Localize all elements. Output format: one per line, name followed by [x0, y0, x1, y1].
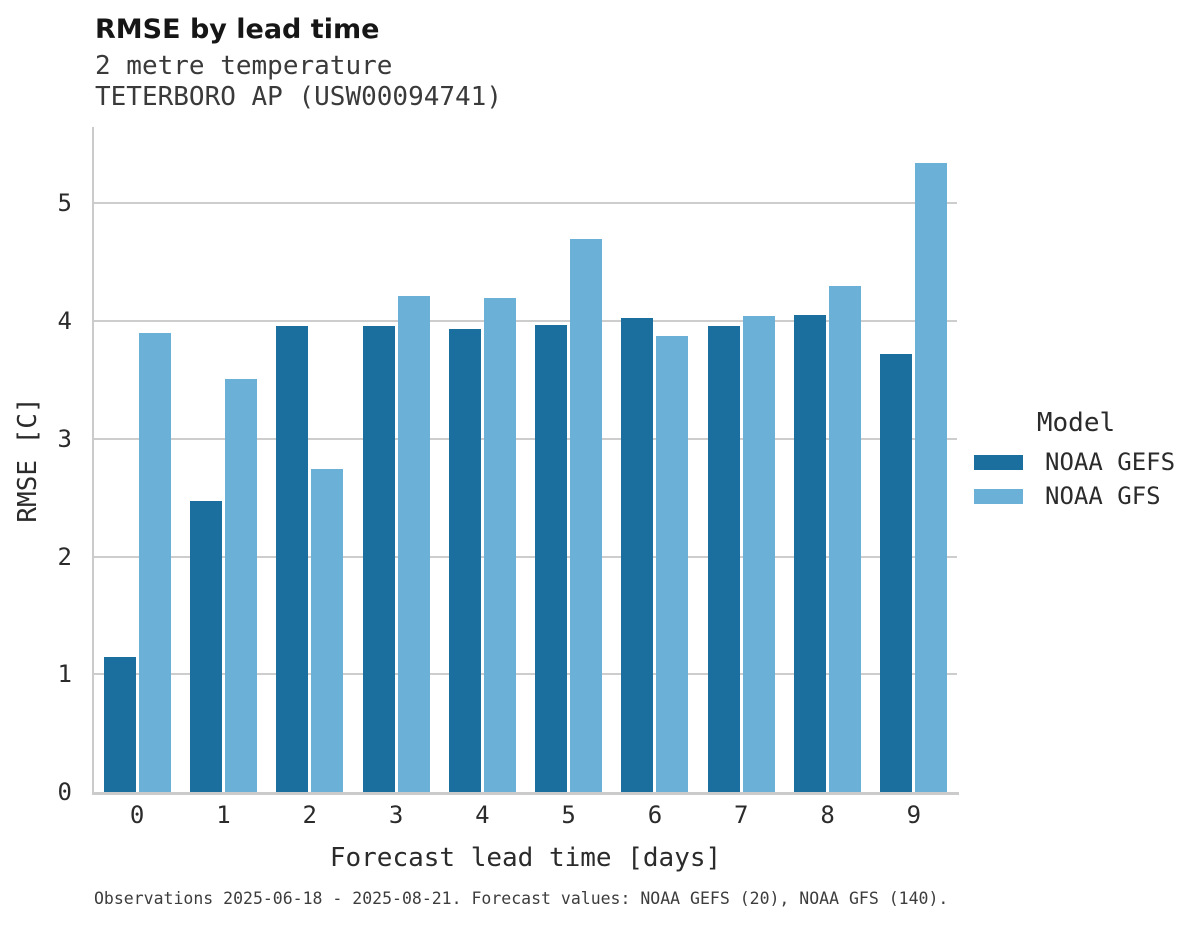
y-tick-label-3: 3 [57, 424, 72, 453]
x-axis-tick-labels: 0 1 2 3 4 5 6 7 8 9 [94, 799, 957, 831]
y-tick-label-2: 2 [57, 542, 72, 571]
y-tick-label-4: 4 [57, 307, 72, 336]
bar-noaa-gefs-day-1 [189, 501, 222, 792]
bar-noaa-gefs-day-0 [103, 656, 136, 792]
chart-subtitle-variable: 2 metre temperature [95, 51, 393, 81]
bar-noaa-gfs-day-5 [570, 238, 603, 792]
gridline-y-2 [94, 555, 957, 558]
y-tick-label-5: 5 [57, 189, 72, 218]
bar-noaa-gfs-day-1 [224, 378, 257, 792]
chart-subtitle-station: TETERBORO AP (USW00094741) [95, 82, 502, 112]
legend-swatch-noaa-gfs [974, 488, 1023, 504]
bar-noaa-gfs-day-7 [742, 316, 775, 792]
y-axis-title: RMSE [C] [13, 397, 43, 523]
x-tick-label-5: 5 [561, 801, 576, 829]
y-axis-tick-labels: 0 1 2 3 4 5 [20, 128, 72, 806]
bar-noaa-gefs-day-5 [535, 324, 568, 792]
legend-title: Model [1036, 408, 1116, 438]
bar-noaa-gefs-day-6 [621, 317, 654, 792]
bar-noaa-gfs-day-2 [311, 469, 344, 792]
bar-noaa-gfs-day-0 [138, 332, 171, 792]
gridline-y-4 [94, 320, 957, 323]
x-axis-title: Forecast lead time [days] [329, 843, 722, 873]
gridline-y-3 [94, 437, 957, 440]
legend-label-noaa-gfs: NOAA GFS [1045, 482, 1161, 510]
legend-swatch-noaa-gefs [974, 454, 1023, 470]
caption-text: Observations 2025-06-18 - 2025-08-21. Fo… [94, 889, 949, 908]
bar-noaa-gfs-day-3 [397, 296, 430, 792]
bar-noaa-gefs-day-4 [448, 329, 481, 792]
gridline-y-5 [94, 202, 957, 205]
gridline-y-1 [94, 673, 957, 676]
bar-noaa-gefs-day-8 [794, 315, 827, 792]
x-tick-label-9: 9 [906, 801, 922, 829]
bar-noaa-gefs-day-3 [362, 325, 395, 792]
x-tick-label-2: 2 [302, 801, 317, 829]
y-tick-label-1: 1 [57, 660, 72, 689]
legend: Model NOAA GEFS NOAA GFS [974, 406, 1178, 510]
bar-noaa-gfs-day-6 [656, 336, 689, 792]
bar-noaa-gefs-day-2 [276, 325, 309, 792]
bar-noaa-gefs-day-7 [707, 325, 740, 792]
bar-noaa-gfs-day-4 [483, 297, 516, 792]
x-tick-label-8: 8 [820, 801, 835, 829]
x-tick-label-4: 4 [475, 801, 490, 829]
x-tick-label-6: 6 [647, 801, 663, 829]
chart-title: RMSE by lead time [95, 14, 380, 45]
x-tick-label-0: 0 [129, 801, 145, 829]
bar-noaa-gfs-day-9 [915, 163, 948, 792]
legend-item-noaa-gefs: NOAA GEFS [974, 448, 1178, 476]
legend-label-noaa-gefs: NOAA GEFS [1045, 448, 1176, 476]
y-tick-label-0: 0 [57, 778, 72, 806]
bar-noaa-gfs-day-8 [829, 285, 862, 792]
plot-area [94, 128, 957, 792]
legend-item-noaa-gfs: NOAA GFS [974, 482, 1178, 510]
x-axis-spine [92, 792, 959, 795]
bar-noaa-gefs-day-9 [880, 354, 913, 792]
y-axis-spine [92, 127, 94, 794]
x-tick-label-1: 1 [216, 801, 231, 829]
x-tick-label-3: 3 [388, 801, 404, 829]
legend-items: NOAA GEFS NOAA GFS [974, 448, 1178, 510]
x-tick-label-7: 7 [734, 801, 749, 829]
